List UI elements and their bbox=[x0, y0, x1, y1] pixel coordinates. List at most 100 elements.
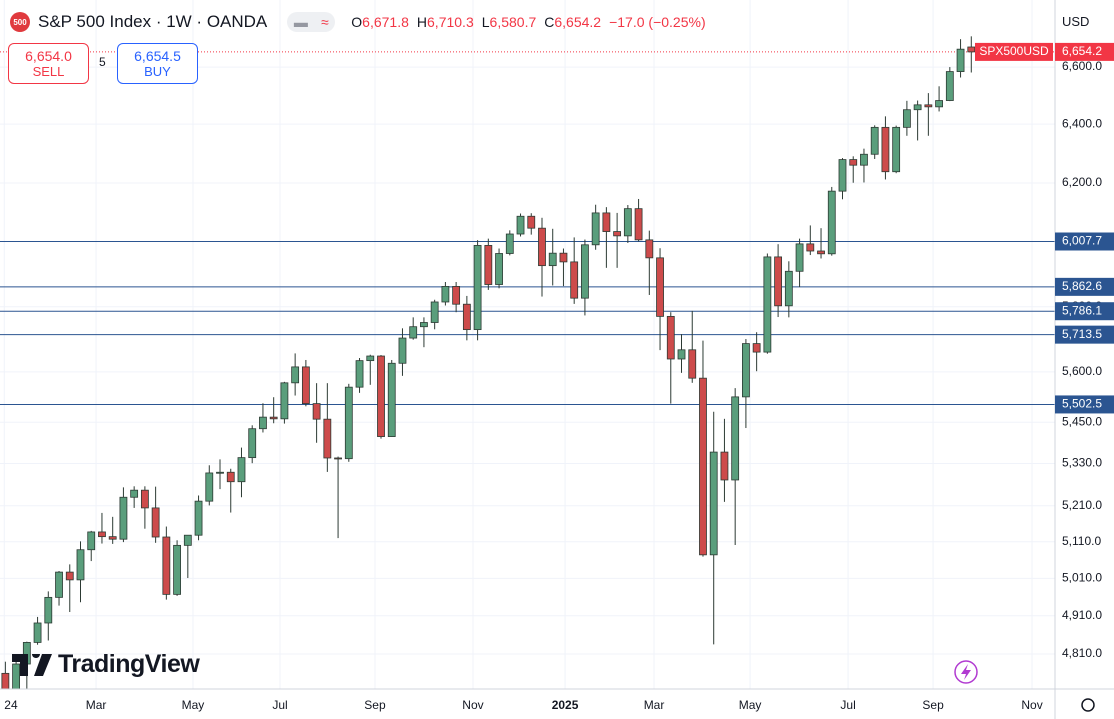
level-label-box bbox=[1055, 232, 1114, 251]
candle-body bbox=[902, 109, 911, 128]
y-tick-label: 4,910.0 bbox=[1062, 608, 1102, 622]
currency[interactable]: USD bbox=[1062, 14, 1090, 29]
candle-body bbox=[119, 496, 128, 540]
candle-body bbox=[924, 104, 933, 108]
candle-body bbox=[720, 451, 729, 481]
candle-body bbox=[752, 343, 761, 353]
candle-body bbox=[108, 536, 117, 540]
candle-body bbox=[913, 104, 922, 111]
candle-body bbox=[860, 153, 868, 166]
candle-body bbox=[613, 231, 622, 237]
candle-body bbox=[55, 571, 63, 598]
candle-body bbox=[173, 544, 181, 595]
candle-body bbox=[151, 507, 160, 538]
candle-body bbox=[452, 286, 461, 305]
candle-body bbox=[291, 366, 300, 384]
watermark: TradingView bbox=[12, 650, 200, 679]
candle-body bbox=[237, 457, 246, 483]
candle-body bbox=[688, 349, 697, 379]
x-tick-label: Sep bbox=[364, 698, 386, 712]
buy-label: BUY bbox=[144, 63, 171, 79]
last-price-label: 6,654.2 bbox=[1062, 44, 1102, 58]
candle-body bbox=[591, 212, 600, 246]
x-tick-label: Jul bbox=[840, 698, 855, 712]
candle-body bbox=[140, 489, 149, 509]
candle-body bbox=[323, 418, 332, 459]
candle-body bbox=[656, 257, 664, 317]
y-tick-label: 5,450.0 bbox=[1062, 414, 1102, 428]
candle-body bbox=[548, 252, 557, 267]
ohlc-key: H bbox=[416, 14, 428, 30]
candle-body bbox=[366, 355, 375, 362]
candle-body bbox=[183, 534, 192, 546]
x-tick-label: Sep bbox=[922, 698, 944, 712]
alert-icon bbox=[961, 664, 971, 680]
y-tick-label: 6,400.0 bbox=[1062, 116, 1102, 130]
level-label: 5,862.6 bbox=[1062, 279, 1102, 293]
candle-body bbox=[65, 571, 74, 581]
candle-body bbox=[312, 403, 321, 420]
candle-body bbox=[484, 245, 493, 285]
spread: 5 bbox=[99, 55, 106, 69]
ohlc-key: O bbox=[351, 14, 363, 30]
last-price-box bbox=[1055, 42, 1114, 61]
ohlc-value: 6,671.8 bbox=[362, 14, 409, 30]
toggle[interactable]: ▬ ≈ bbox=[287, 12, 336, 32]
x-tick-label: Nov bbox=[1021, 698, 1042, 712]
candle-body bbox=[44, 596, 53, 624]
symbol-badge: 500 bbox=[10, 12, 30, 32]
candle-body bbox=[495, 253, 503, 285]
candle-body bbox=[280, 382, 289, 420]
candle-body bbox=[677, 349, 686, 360]
candle-body bbox=[581, 244, 589, 299]
symbol-label: SPX500USD bbox=[979, 44, 1049, 58]
candle-body bbox=[462, 303, 471, 331]
sell-button[interactable]: 6,654.0 SELL bbox=[8, 43, 89, 84]
candle-body bbox=[634, 208, 643, 241]
candle-body bbox=[709, 451, 718, 556]
buy-button[interactable]: 6,654.5 BUY bbox=[117, 43, 198, 84]
symbol-title[interactable]: S&P 500 Index · 1W · OANDA bbox=[38, 12, 268, 31]
level-label: 5,502.5 bbox=[1062, 397, 1102, 411]
x-tick-label: Mar bbox=[644, 698, 665, 712]
candle-body bbox=[505, 233, 514, 254]
x-tick-label: 2025 bbox=[552, 698, 579, 712]
candle-body bbox=[967, 46, 976, 53]
x-tick-label: 24 bbox=[4, 698, 18, 712]
ohlc-value: 6,580.7 bbox=[489, 14, 537, 30]
sell-label: SELL bbox=[32, 63, 65, 79]
candle-body bbox=[387, 362, 396, 437]
candle-body bbox=[849, 159, 858, 166]
y-tick-label: 6,200.0 bbox=[1062, 175, 1102, 189]
candle-body bbox=[409, 326, 418, 339]
change: −17.0 (−0.25%) bbox=[609, 14, 706, 30]
candle-body bbox=[344, 386, 353, 460]
candle-body bbox=[763, 256, 772, 353]
level-label: 5,786.1 bbox=[1062, 303, 1102, 317]
price-axis bbox=[1055, 0, 1114, 719]
y-tick-label: 5,210.0 bbox=[1062, 498, 1102, 512]
candle-body bbox=[881, 126, 890, 173]
ohlc-value: 6,710.3 bbox=[427, 14, 474, 30]
watermark-text: TradingView bbox=[58, 650, 200, 678]
y-tick-label: 5,330.0 bbox=[1062, 456, 1102, 470]
candle-body bbox=[269, 416, 278, 420]
candle-body bbox=[216, 471, 224, 474]
candle-body bbox=[559, 252, 568, 263]
y-tick-label: 5,600.0 bbox=[1062, 364, 1102, 378]
y-tick-label: 5,110.0 bbox=[1062, 534, 1101, 548]
candle-body bbox=[162, 536, 171, 595]
candle-body bbox=[892, 126, 901, 173]
candle-body bbox=[334, 457, 342, 460]
candle-body bbox=[33, 622, 42, 643]
x-tick-label: Nov bbox=[462, 698, 483, 712]
candle-body bbox=[205, 472, 214, 502]
candle-body bbox=[538, 227, 546, 267]
level-label-box bbox=[1055, 277, 1114, 296]
candle-body bbox=[956, 48, 965, 72]
candle-body bbox=[527, 215, 536, 229]
candle-body bbox=[806, 243, 815, 252]
candle-body bbox=[516, 215, 525, 235]
